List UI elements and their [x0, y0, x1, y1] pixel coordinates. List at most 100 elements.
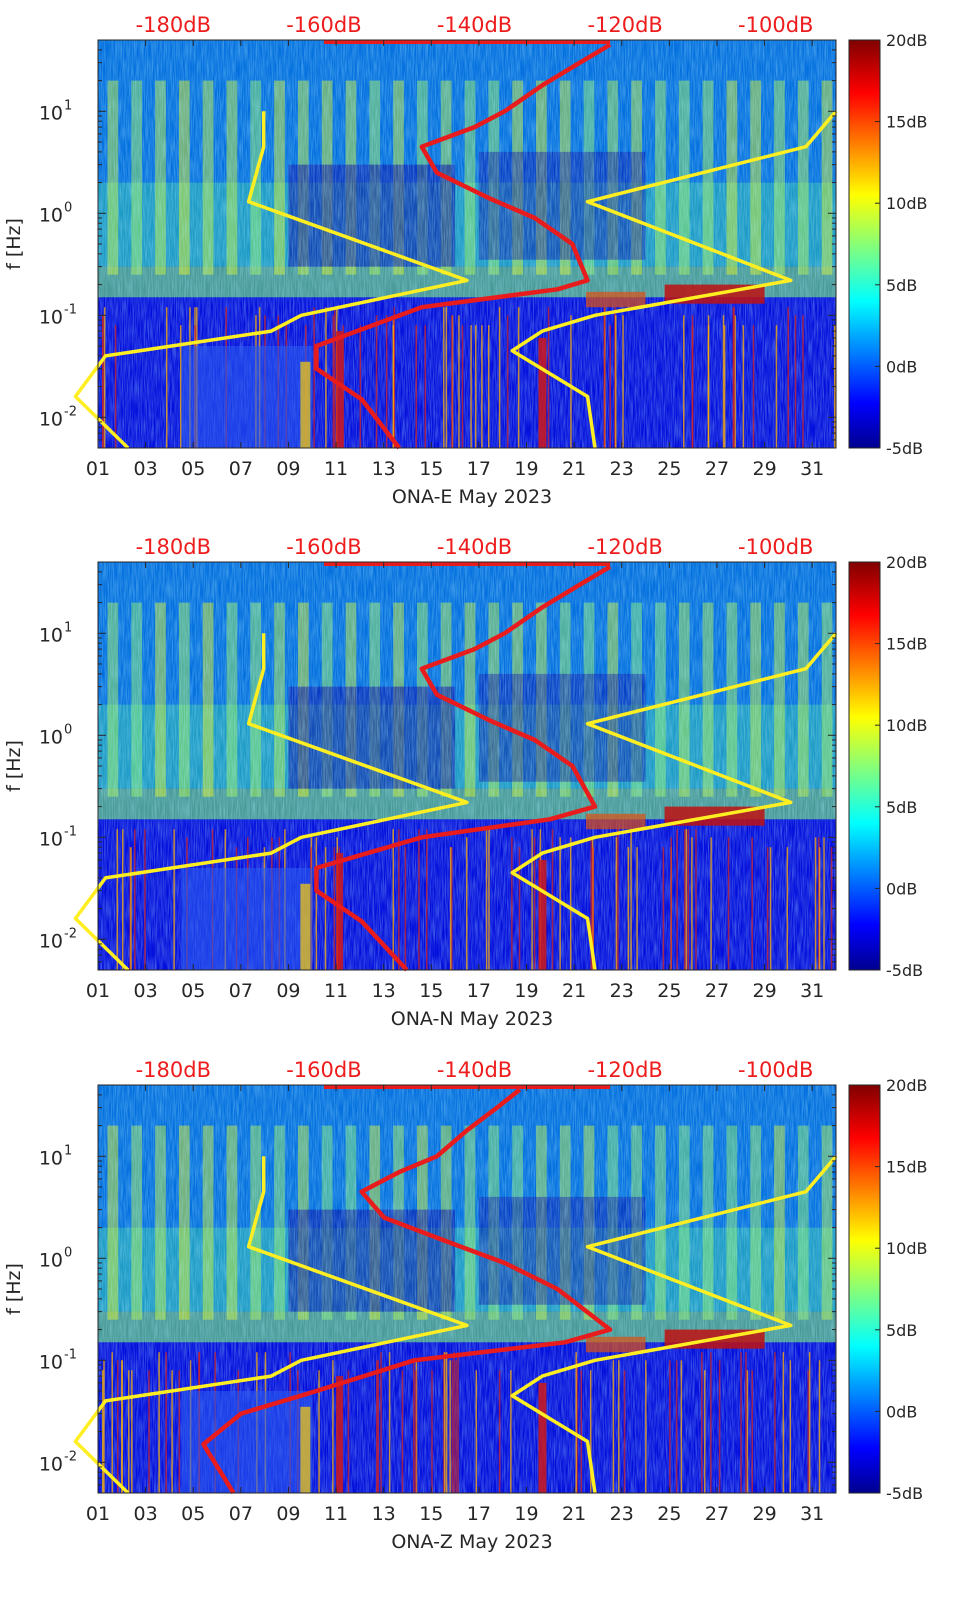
y-tick-exponent: 0: [64, 722, 72, 737]
spectrogram-glitch: [547, 307, 550, 448]
x-tick-label: 17: [467, 1503, 491, 1525]
spectrogram-glitch: [691, 837, 693, 970]
spectrogram-glitch: [782, 1352, 785, 1493]
spectrogram-glitch: [569, 837, 572, 970]
spectrogram-glitch: [114, 325, 117, 448]
series-line-0: [73, 1156, 469, 1495]
spectrogram-glitch: [315, 837, 318, 970]
x-tick-label: 03: [134, 980, 158, 1002]
spectrogram-glitch: [622, 315, 624, 448]
colorbar-label: 10dB: [886, 716, 928, 735]
top-scale-label: -140dB: [437, 13, 512, 37]
spectrogram-glitch: [818, 837, 820, 970]
x-tick-label: 21: [562, 458, 586, 480]
spectrogram-glitch: [794, 315, 797, 448]
spectrogram-glitch: [751, 1370, 753, 1493]
spectrogram-glitch: [359, 325, 362, 448]
spectrogram-glitch: [511, 837, 513, 970]
spectrogram-glitch: [589, 1370, 592, 1493]
top-scale-label: -160dB: [286, 1058, 361, 1082]
colorbar-label: 15dB: [886, 635, 928, 654]
spectrogram-glitch: [475, 1370, 478, 1493]
spectrogram-glitch: [449, 847, 452, 970]
top-scale-label: -120dB: [587, 1058, 662, 1082]
x-tick-label: 15: [419, 980, 443, 1002]
spectrogram-glitch: [426, 829, 428, 970]
spectrogram-glitch: [675, 1360, 678, 1493]
spectrogram-glitch: [533, 837, 536, 970]
spectrogram-glitch: [808, 1352, 811, 1493]
spectrogram-glitch: [332, 1360, 334, 1493]
spectrogram-glitch: [807, 1370, 810, 1493]
spectrogram-glitch: [449, 1360, 451, 1493]
x-tick-label: 05: [181, 458, 205, 480]
spectrogram-glitch: [130, 847, 132, 970]
spectrogram-glitch: [393, 307, 395, 448]
spectrogram-glitch: [818, 847, 821, 970]
spectrogram-glitch: [121, 829, 124, 970]
spectrogram-glitch: [414, 1370, 417, 1493]
y-tick-exponent: 1: [64, 620, 72, 635]
x-tick-label: 21: [562, 1503, 586, 1525]
spectrogram-hotspot: [586, 813, 646, 830]
x-tick-label: 15: [419, 1503, 443, 1525]
x-tick-label: 01: [86, 980, 110, 1002]
top-scale-label: -100dB: [738, 1058, 813, 1082]
colorbar-label: 5dB: [886, 1321, 917, 1340]
spectrogram-glitch: [695, 829, 697, 970]
colorbar-label: 20dB: [886, 553, 928, 572]
spectrogram-lp-band: [336, 853, 344, 970]
spectrogram-lp-band: [538, 1382, 547, 1493]
spectrogram-glitch: [718, 1360, 721, 1493]
x-tick-label: 27: [705, 458, 729, 480]
y-tick-label: 10: [39, 1453, 63, 1475]
spectrogram-glitch: [165, 307, 168, 448]
y-tick-exponent: -2: [64, 1449, 77, 1464]
spectrogram-glitch: [645, 1360, 647, 1493]
spectrogram-lp-band: [300, 1406, 311, 1493]
spectrogram-lp-band: [181, 868, 313, 970]
spectrogram-glitch: [575, 1352, 577, 1493]
spectrogram-glitch: [380, 1352, 382, 1493]
top-scale-label: -100dB: [738, 535, 813, 559]
spectrogram-glitch: [701, 1352, 703, 1493]
spectrogram-glitch: [179, 325, 182, 448]
spectrogram-glitch: [615, 315, 617, 448]
spectrogram-glitch: [710, 837, 712, 970]
spectrogram-glitch: [148, 1370, 150, 1493]
spectrogram-glitch: [485, 829, 488, 970]
colorbar-label: 10dB: [886, 1239, 928, 1258]
spectrogram-glitch: [742, 325, 745, 448]
spectrogram-glitch: [707, 325, 710, 448]
spectrogram-glitch: [418, 829, 420, 970]
spectrogram-glitch: [388, 1352, 391, 1493]
y-tick-label: 10: [39, 408, 63, 430]
top-scale-label: -180dB: [136, 1058, 211, 1082]
spectrogram-glitch: [461, 325, 464, 448]
x-tick-label: 05: [181, 980, 205, 1002]
spectrogram-glitch: [488, 829, 490, 970]
spectrogram-glitch: [392, 325, 394, 448]
spectrogram-glitch: [450, 847, 453, 970]
spectrogram-glitch: [617, 829, 619, 970]
spectrogram-lp-band: [538, 337, 547, 448]
spectrogram-glitch: [612, 1360, 615, 1493]
spectrogram-glitch: [775, 325, 778, 448]
spectrogram-glitch: [375, 315, 378, 448]
x-axis-label: ONA-E May 2023: [392, 486, 552, 508]
spectrogram-lp-band: [181, 1391, 313, 1493]
spectrogram-glitch: [415, 325, 418, 448]
spectrogram-glitch: [398, 829, 400, 970]
spectrogram-glitch: [431, 1370, 433, 1493]
y-tick-label: 10: [39, 828, 63, 850]
colorbar-label: 20dB: [886, 1076, 928, 1095]
colorbar-label: 5dB: [886, 276, 917, 295]
spectrogram-glitch: [318, 1370, 320, 1493]
spectrogram-glitch: [376, 1360, 378, 1493]
spectrogram-glitch: [453, 1352, 455, 1493]
spectrogram-glitch: [787, 307, 789, 448]
x-tick-label: 01: [86, 458, 110, 480]
spectrogram-glitch: [347, 1370, 350, 1493]
colorbar-label: 0dB: [886, 879, 917, 898]
